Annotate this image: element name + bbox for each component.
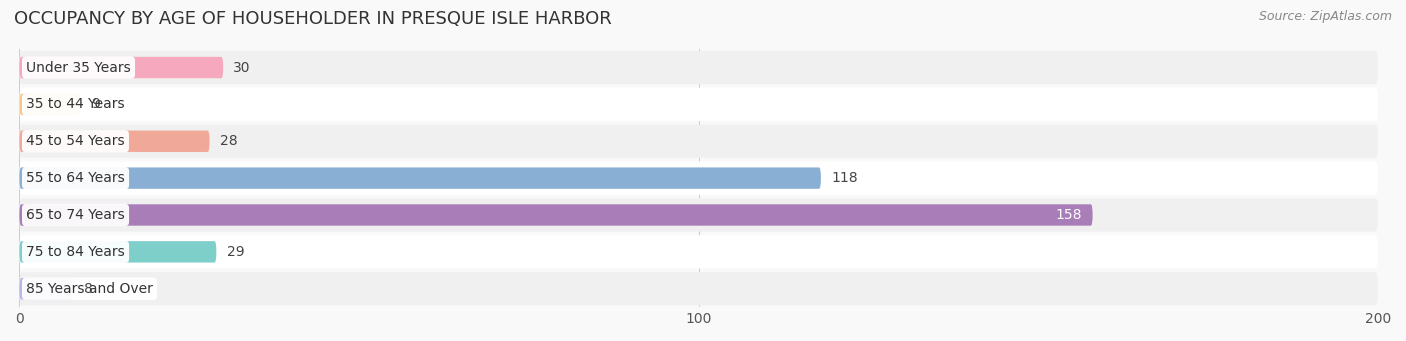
FancyBboxPatch shape <box>20 51 1378 84</box>
FancyBboxPatch shape <box>20 94 80 115</box>
Text: 30: 30 <box>233 61 250 75</box>
Text: 75 to 84 Years: 75 to 84 Years <box>27 245 125 259</box>
FancyBboxPatch shape <box>20 88 1378 121</box>
Text: 29: 29 <box>226 245 245 259</box>
Text: 85 Years and Over: 85 Years and Over <box>27 282 153 296</box>
Text: 28: 28 <box>219 134 238 148</box>
Text: Source: ZipAtlas.com: Source: ZipAtlas.com <box>1258 10 1392 23</box>
Text: 9: 9 <box>91 98 100 112</box>
FancyBboxPatch shape <box>20 198 1378 232</box>
Text: OCCUPANCY BY AGE OF HOUSEHOLDER IN PRESQUE ISLE HARBOR: OCCUPANCY BY AGE OF HOUSEHOLDER IN PRESQ… <box>14 10 612 28</box>
FancyBboxPatch shape <box>20 235 1378 268</box>
Text: 45 to 54 Years: 45 to 54 Years <box>27 134 125 148</box>
FancyBboxPatch shape <box>20 57 224 78</box>
FancyBboxPatch shape <box>20 204 1092 226</box>
Text: 65 to 74 Years: 65 to 74 Years <box>27 208 125 222</box>
Text: Under 35 Years: Under 35 Years <box>27 61 131 75</box>
FancyBboxPatch shape <box>20 125 1378 158</box>
FancyBboxPatch shape <box>20 131 209 152</box>
FancyBboxPatch shape <box>20 241 217 263</box>
Text: 55 to 64 Years: 55 to 64 Years <box>27 171 125 185</box>
FancyBboxPatch shape <box>20 272 1378 305</box>
FancyBboxPatch shape <box>20 162 1378 195</box>
Text: 35 to 44 Years: 35 to 44 Years <box>27 98 125 112</box>
Text: 8: 8 <box>84 282 93 296</box>
FancyBboxPatch shape <box>20 167 821 189</box>
FancyBboxPatch shape <box>20 278 73 299</box>
Text: 118: 118 <box>831 171 858 185</box>
Text: 158: 158 <box>1056 208 1083 222</box>
